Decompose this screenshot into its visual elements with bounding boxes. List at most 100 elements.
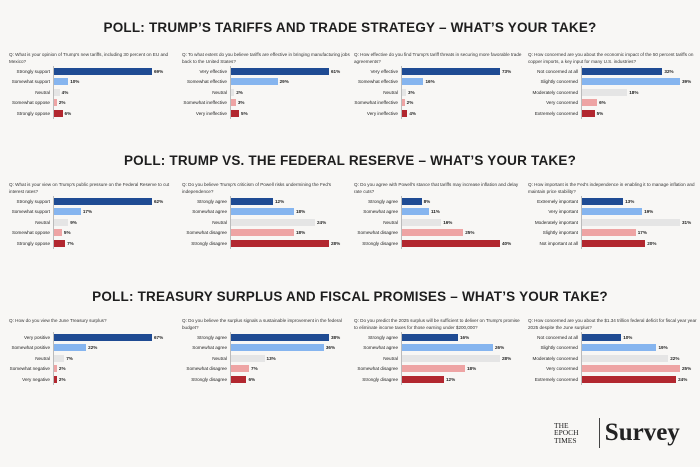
bar-row: Somewhat effective 29% [180,76,352,87]
bar-row: Very negative 2% [7,374,179,385]
bar [231,109,240,117]
value-label: 16% [443,219,453,225]
bar [582,88,628,96]
bar [402,333,458,341]
bar-row: Strongly disagree 28% [180,238,352,249]
question-text: Q: How important is the Fed's independen… [528,182,695,194]
bar-row: Not concerned at all 32% [526,66,698,77]
bar-track: 69% [53,66,163,77]
question-text: Q: Do you believe the surplus signals a … [182,318,342,330]
value-label: 5% [241,110,248,116]
value-label: 2% [58,100,66,106]
category-label: Neutral [35,89,50,95]
bar-row: Somewhat negative 2% [7,363,179,374]
bar-track: 4% [53,87,68,98]
poll-panel: Q: To what extent do you believe tariffs… [180,52,352,119]
value-label: 3% [237,100,245,106]
bar-row: Neutral 9% [7,217,179,228]
bar [582,109,595,117]
bar-track: 22% [53,342,98,353]
logo-survey-label: Survey [604,419,680,446]
bar-track: 20% [581,238,656,249]
bar-row: Moderately important 31% [526,217,698,228]
bar-track: 19% [581,342,668,353]
bar-track: 36% [230,342,335,353]
bar-track: 2% [53,363,66,374]
value-label: 17% [82,209,93,215]
value-label: 38% [331,334,341,340]
category-label: Slightly concerned [540,79,578,85]
bar [402,218,442,226]
bar-track: 13% [230,353,276,364]
bar-row: Somewhat ineffective 3% [180,97,352,108]
value-label: 11% [430,209,440,215]
bar [231,67,329,75]
value-label: 5% [63,230,71,236]
bar-track: 17% [581,227,647,238]
value-label: 28% [331,240,341,246]
value-label: 10% [623,334,633,340]
category-label: Slightly important [542,230,578,236]
category-label: Very ineffective [366,110,398,116]
bar-row: Somewhat disagree 18% [180,227,352,238]
bar [402,239,500,247]
bar [54,218,69,226]
value-label: 9% [70,219,77,225]
value-label: 62% [154,198,164,204]
value-label: 29% [279,79,289,85]
bar-row: Somewhat positive 22% [7,342,179,353]
question-text: Q: How concerned are you about the $1.34… [528,318,697,330]
value-label: 39% [682,79,692,85]
category-label: Extremely important [537,198,578,204]
value-label: 7% [66,355,73,361]
value-label: 2% [406,100,414,106]
bar [54,67,152,75]
category-label: Strongly agree [368,334,398,340]
bar-track: 67% [53,332,163,343]
bar-row: Very effective 73% [352,66,524,77]
poll-panel: Q: Do you believe the surplus signals a … [180,318,352,385]
poll-panel: Q: How concerned are you about the econo… [526,52,698,119]
bar-row: Somewhat support 17% [7,206,179,217]
bar [582,344,657,352]
category-label: Extremely concerned [534,110,578,116]
category-label: Slightly concerned [540,345,578,351]
bar [231,365,250,373]
category-label: Somewhat disagree [186,366,227,372]
bar [582,365,680,373]
section-title: POLL: TRUMP VS. THE FEDERAL RESERVE – WH… [123,153,577,168]
bar-row: Very effective 61% [180,66,352,77]
bar [231,218,315,226]
bar-row: Neutral 24% [180,217,352,228]
value-label: 22% [88,345,98,351]
bar [582,333,622,341]
bar-row: Extremely concerned 24% [526,374,698,385]
bar [54,197,152,205]
bar-row: Neutral 4% [7,87,179,98]
bar [402,208,429,216]
epoch-times-wordmark: THE EPOCH TIMES [554,420,579,445]
bar-row: Not concerned at all 10% [526,332,698,343]
value-label: 18% [296,230,306,236]
bar-track: 3% [230,97,245,108]
bar [402,99,405,107]
bar-row: Strongly disagree 6% [180,374,352,385]
bar-track: 38% [230,332,340,343]
bar [54,99,57,107]
category-label: Moderately important [534,219,578,225]
bar-row: Strongly agree 12% [180,196,352,207]
bar-row: Slightly important 17% [526,227,698,238]
bar [231,208,294,216]
category-label: Very concerned [546,100,578,106]
poll-panel: Q: Do you agree with Powell's stance tha… [352,182,524,249]
bar-track: 29% [230,76,289,87]
value-label: 24% [678,376,688,382]
bar-track: 18% [230,227,306,238]
bar-track: 6% [53,108,71,119]
category-label: Somewhat disagree [186,230,227,236]
category-label: Neutral [35,355,50,361]
bar-track: 24% [230,217,326,228]
value-label: 6% [64,110,72,116]
bar [54,208,81,216]
category-label: Strongly disagree [191,376,227,382]
